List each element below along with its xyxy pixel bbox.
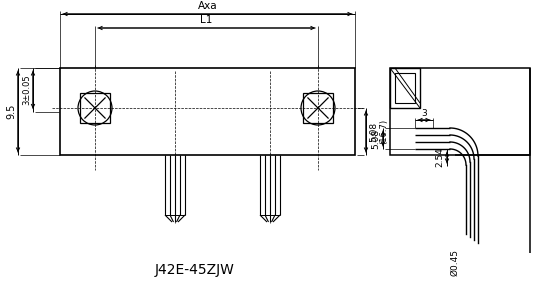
Text: J42E-45ZJW: J42E-45ZJW bbox=[155, 263, 235, 277]
Bar bbox=[395, 73, 415, 103]
Text: 5.08: 5.08 bbox=[369, 121, 378, 142]
Bar bbox=[60, 68, 355, 155]
Text: 3±0.05: 3±0.05 bbox=[22, 74, 31, 105]
Text: Axa: Axa bbox=[198, 1, 217, 11]
Bar bbox=[390, 68, 530, 155]
Bar bbox=[390, 68, 420, 108]
Text: 5.08: 5.08 bbox=[371, 128, 380, 149]
Text: 2.54: 2.54 bbox=[435, 148, 444, 167]
Bar bbox=[80, 93, 110, 123]
Bar bbox=[303, 93, 333, 123]
Text: 3: 3 bbox=[421, 109, 427, 118]
Text: 9.5: 9.5 bbox=[6, 104, 16, 119]
Text: (16.7): (16.7) bbox=[379, 119, 388, 144]
Text: Ø0.45: Ø0.45 bbox=[450, 248, 459, 275]
Text: L1: L1 bbox=[200, 15, 213, 25]
